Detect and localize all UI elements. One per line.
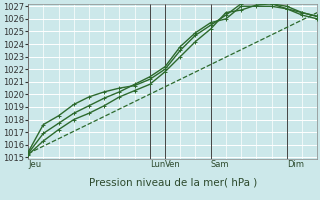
Text: Sam: Sam (211, 160, 229, 169)
Text: Lun: Lun (150, 160, 165, 169)
Text: Dim: Dim (287, 160, 304, 169)
X-axis label: Pression niveau de la mer( hPa ): Pression niveau de la mer( hPa ) (89, 177, 257, 187)
Text: Ven: Ven (165, 160, 181, 169)
Text: Jeu: Jeu (28, 160, 41, 169)
